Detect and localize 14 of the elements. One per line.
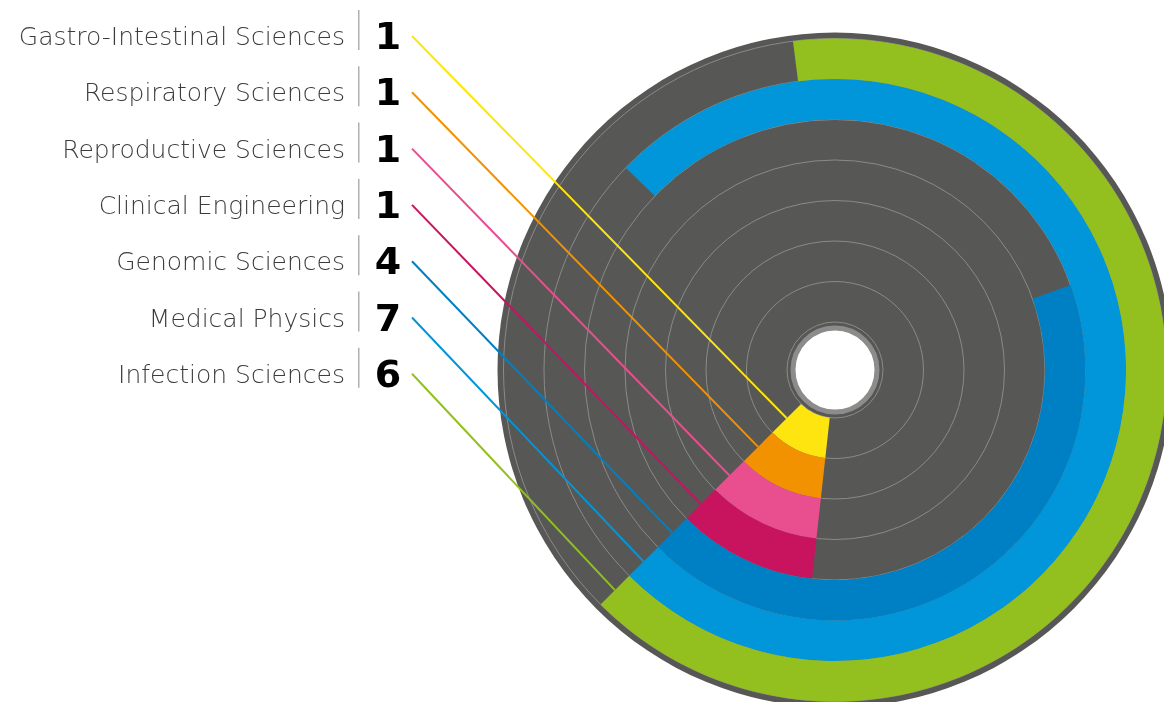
category-label: Reproductive Sciences [62, 134, 345, 164]
category-label: Infection Sciences [118, 359, 345, 389]
category-label: Clinical Engineering [98, 190, 345, 220]
data-label: 6 [374, 351, 402, 396]
data-label: 7 [374, 295, 402, 340]
data-label: 1 [374, 70, 402, 115]
category-label: Gastro-Intestinal Sciences [18, 22, 345, 51]
category-label: Genomic Sciences [116, 247, 345, 277]
data-label: 1 [374, 14, 402, 58]
category-label: Respiratory Sciences [83, 78, 345, 108]
data-label: 1 [374, 126, 402, 171]
data-label: 4 [374, 239, 402, 284]
data-label: 1 [374, 182, 402, 227]
category-label: Medical Physics [148, 303, 345, 333]
